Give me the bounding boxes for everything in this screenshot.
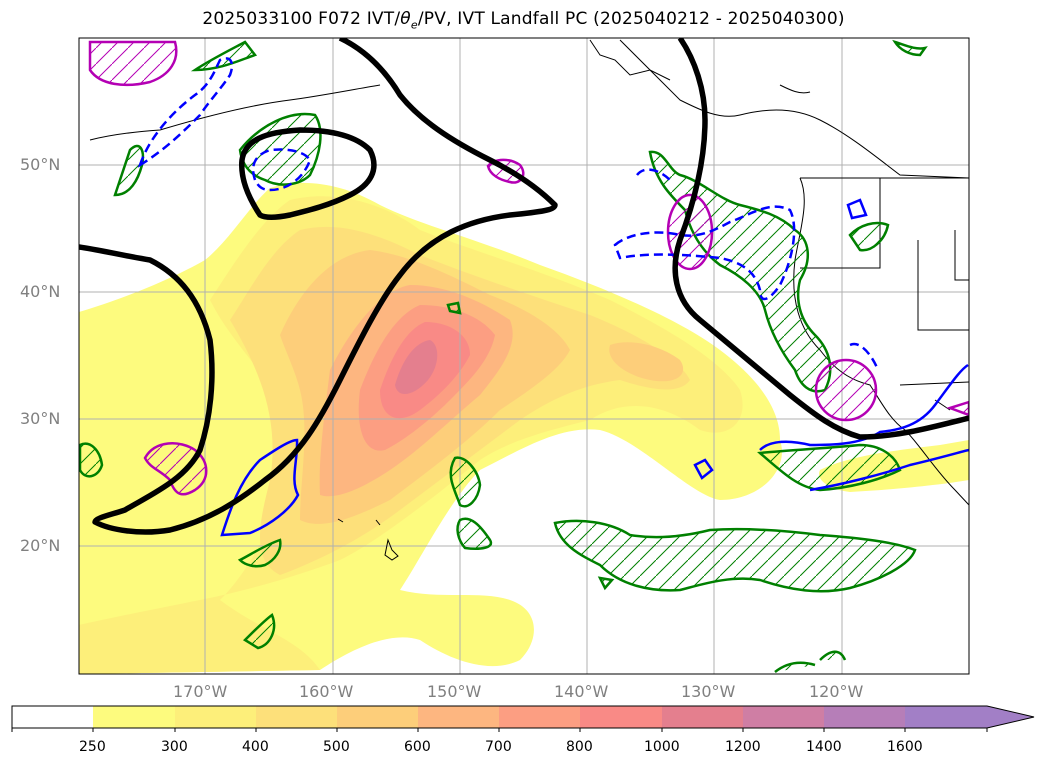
- colorbar-seg-400: [256, 706, 337, 728]
- lon-label-150w: 150°W: [427, 682, 482, 701]
- colorbar-seg-600: [418, 706, 499, 728]
- colorbar: [11, 705, 1035, 732]
- colorbar-tick-label: 600: [404, 739, 431, 755]
- title-theta: θ: [400, 9, 411, 29]
- colorbar-seg-300: [175, 706, 256, 728]
- ivt-band-500b: [609, 342, 684, 382]
- lon-label-170w: 170°W: [173, 682, 228, 701]
- colorbar-tick-label: 1000: [644, 739, 680, 755]
- colorbar-outline: [11, 705, 1035, 729]
- blue-solid-contours: [220, 198, 969, 537]
- colorbar-seg-1200: [743, 706, 824, 728]
- colorbar-tick-label: 700: [485, 739, 512, 755]
- colorbar-seg-500: [337, 706, 418, 728]
- colorbar-tick-label: 250: [79, 739, 106, 755]
- colorbar-tick-label: 500: [323, 739, 350, 755]
- colorbar-seg-800: [580, 706, 662, 728]
- colorbar-tick-label: 1600: [887, 739, 923, 755]
- title-prefix: 2025033100 F072 IVT/: [202, 9, 401, 29]
- lon-label-140w: 140°W: [554, 682, 609, 701]
- lat-label-40n: 40°N: [20, 282, 61, 301]
- colorbar-extend-arrow: [987, 706, 1034, 728]
- colorbar-seg-1600: [905, 706, 987, 728]
- lon-label-120w: 120°W: [809, 682, 864, 701]
- colorbar-tick-label: 800: [566, 739, 593, 755]
- map-frame: [78, 37, 970, 675]
- colorbar-seg-under: [12, 706, 93, 728]
- lat-label-20n: 20°N: [20, 536, 61, 555]
- colorbar-tick-label: 1200: [725, 739, 761, 755]
- colorbar-seg-1400: [824, 706, 905, 728]
- lon-label-130w: 130°W: [681, 682, 736, 701]
- landfall-pc-contour: [79, 38, 969, 535]
- colorbar-tick-label: 300: [161, 739, 188, 755]
- colorbar-seg-1000: [662, 706, 743, 728]
- lon-label-160w: 160°W: [299, 682, 354, 701]
- title-suffix: /PV, IVT Landfall PC (2025040212 - 20250…: [417, 9, 845, 29]
- ivt-band-1000: [395, 340, 438, 395]
- ivt-shading: [79, 182, 969, 674]
- colorbar-seg-700: [499, 706, 580, 728]
- colorbar-seg-250: [93, 706, 175, 728]
- map-title: 2025033100 F072 IVT/θe/PV, IVT Landfall …: [0, 9, 1047, 31]
- lat-label-30n: 30°N: [20, 409, 61, 428]
- lat-label-50n: 50°N: [20, 155, 61, 174]
- title-subscript: e: [410, 18, 418, 32]
- colorbar-tick-label: 1400: [806, 739, 842, 755]
- colorbar-tick-label: 400: [242, 739, 269, 755]
- blue-dashed-contours: [137, 57, 880, 371]
